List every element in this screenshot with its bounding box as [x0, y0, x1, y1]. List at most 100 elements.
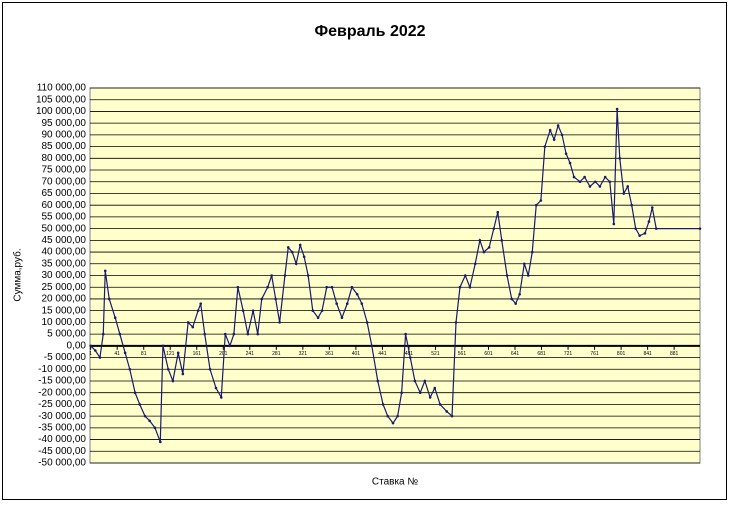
y-tick-label: -25 000,00: [38, 399, 86, 410]
point: [423, 379, 427, 383]
y-tick-label: -45 000,00: [38, 446, 86, 457]
point: [400, 391, 403, 394]
point: [603, 175, 607, 179]
point: [228, 344, 232, 348]
point: [365, 321, 369, 324]
y-tick-label: 95 000,00: [42, 118, 87, 129]
point: [622, 192, 626, 195]
point: [381, 403, 385, 406]
x-tick-label: 601: [484, 351, 493, 357]
x-tick-label: 881: [670, 351, 679, 357]
point: [161, 344, 165, 348]
point: [496, 210, 500, 214]
point: [311, 309, 315, 312]
point: [638, 234, 641, 237]
point: [153, 426, 157, 430]
x-tick-label: 41: [114, 351, 120, 357]
y-tick-label: -35 000,00: [38, 422, 86, 433]
point: [350, 285, 354, 289]
point: [335, 302, 338, 305]
point: [698, 227, 702, 230]
point: [302, 255, 306, 259]
point: [500, 239, 504, 242]
y-tick-label: 70 000,00: [42, 176, 87, 187]
y-tick-label: 60 000,00: [42, 200, 87, 211]
y-tick-label: -50 000,00: [38, 458, 86, 469]
x-tick-label: 561: [458, 351, 467, 357]
point: [278, 321, 281, 324]
point: [526, 274, 530, 277]
point: [123, 351, 127, 355]
point: [181, 372, 185, 376]
point: [578, 180, 582, 184]
y-tick-label: 30 000,00: [42, 270, 87, 281]
point: [543, 145, 547, 148]
x-tick-label: 521: [431, 351, 440, 357]
y-tick-label: -30 000,00: [38, 411, 86, 422]
y-tick-label: 75 000,00: [42, 165, 87, 176]
point: [438, 403, 442, 406]
point: [615, 107, 619, 111]
point: [186, 321, 190, 324]
point: [256, 332, 260, 336]
point: [458, 285, 462, 289]
point: [612, 222, 616, 226]
point: [370, 344, 374, 348]
point: [290, 250, 294, 254]
point: [514, 302, 517, 305]
y-tick-label: 0,00: [67, 340, 87, 351]
y-tick-label: 40 000,00: [42, 247, 87, 258]
series-line: [90, 109, 700, 443]
point: [433, 386, 437, 390]
point: [487, 246, 491, 249]
point: [608, 180, 612, 184]
point: [413, 379, 417, 383]
point: [330, 285, 334, 289]
point: [283, 274, 287, 277]
point: [203, 332, 207, 336]
y-tick-label: -10 000,00: [38, 364, 86, 375]
point: [454, 321, 458, 324]
point: [482, 250, 486, 254]
point: [260, 297, 264, 301]
point: [583, 175, 586, 179]
point: [298, 243, 302, 247]
point: [386, 414, 390, 418]
point: [208, 367, 212, 371]
point: [128, 367, 132, 371]
x-tick-label: 761: [590, 351, 599, 357]
x-tick-label: 441: [378, 351, 387, 357]
point: [199, 302, 203, 305]
point: [564, 152, 568, 155]
point: [143, 414, 147, 418]
point: [468, 285, 472, 289]
x-tick-label: 161: [193, 351, 202, 357]
point: [148, 419, 151, 423]
point: [643, 232, 647, 235]
point: [510, 297, 513, 301]
x-tick-label: 641: [511, 351, 520, 357]
y-tick-label: 90 000,00: [42, 130, 87, 141]
point: [634, 227, 637, 230]
point: [539, 199, 543, 202]
point: [158, 440, 162, 444]
point: [274, 297, 277, 301]
point: [286, 246, 290, 249]
point: [138, 403, 142, 406]
point: [223, 332, 227, 336]
point: [118, 332, 122, 336]
point: [107, 297, 111, 301]
point: [560, 133, 564, 137]
point: [113, 316, 117, 319]
y-tick-label: -40 000,00: [38, 434, 86, 445]
point: [376, 379, 380, 383]
point: [593, 180, 597, 184]
y-tick-label: 80 000,00: [42, 153, 87, 164]
point: [360, 302, 364, 305]
y-tick-label: 20 000,00: [42, 294, 87, 305]
point: [325, 285, 329, 289]
point: [428, 396, 432, 399]
x-tick-label: 681: [537, 351, 546, 357]
point: [463, 274, 467, 277]
x-tick-label: 81: [141, 351, 147, 357]
